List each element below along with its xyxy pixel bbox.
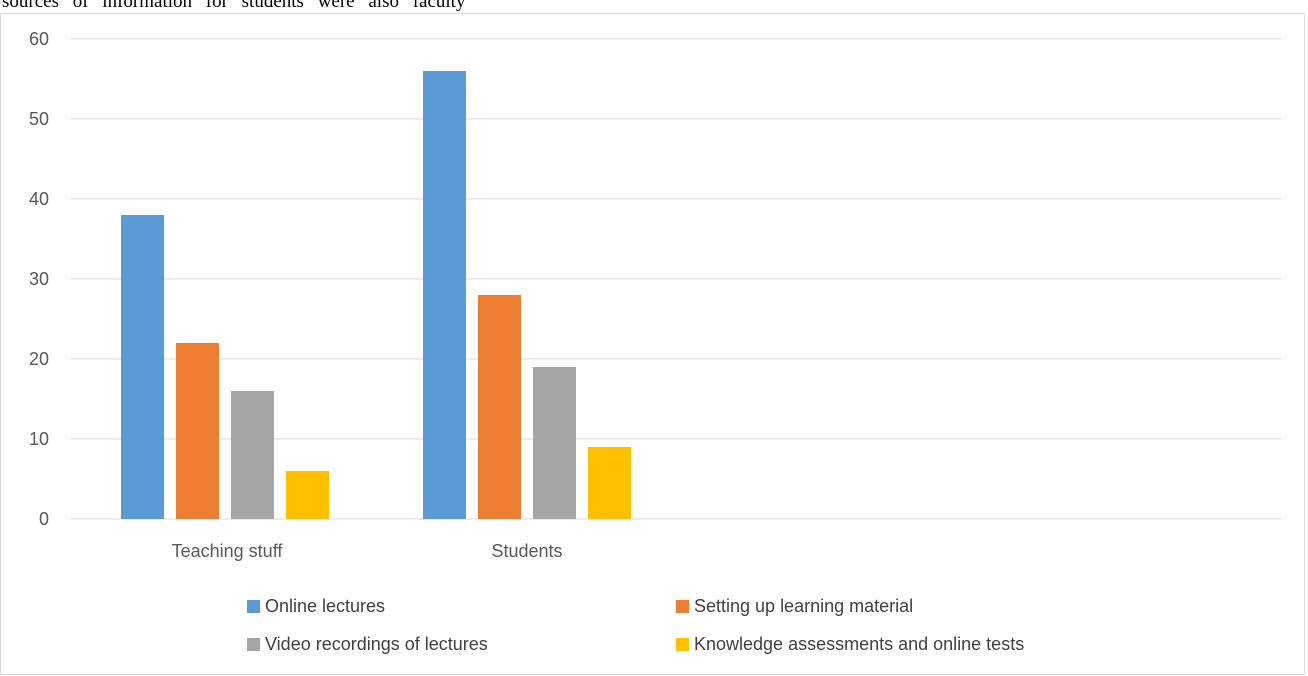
bar-knowledge-assessments-and-online-tests-students bbox=[588, 447, 631, 519]
legend-swatch bbox=[676, 600, 689, 613]
legend-swatch bbox=[247, 638, 260, 651]
x-tick-label: Students bbox=[491, 541, 562, 561]
chart-frame: 0 10 20 30 40 50 60 Teaching stuff Students Onl… bbox=[0, 13, 1305, 675]
bar-chart: 0 10 20 30 40 50 60 Teaching stuff Students Onl… bbox=[29, 29, 1281, 654]
legend-label: Online lectures bbox=[265, 596, 385, 616]
y-tick-label: 10 bbox=[29, 429, 49, 449]
bar-video-recordings-of-lectures-teaching-stuff bbox=[231, 391, 274, 519]
bar-setting-up-learning-material-students bbox=[478, 295, 521, 519]
bar-knowledge-assessments-and-online-tests-teaching-stuff bbox=[286, 471, 329, 519]
bar-online-lectures-students bbox=[423, 71, 466, 519]
x-tick-label: Teaching stuff bbox=[172, 541, 284, 561]
y-tick-label: 40 bbox=[29, 189, 49, 209]
legend-label: Knowledge assessments and online tests bbox=[694, 634, 1024, 654]
legend-swatch bbox=[676, 638, 689, 651]
y-tick-label: 60 bbox=[29, 29, 49, 49]
context-text: sources of information for students were… bbox=[2, 0, 466, 12]
legend: Online lectures Setting up learning mater… bbox=[247, 596, 1024, 654]
bar-online-lectures-teaching-stuff bbox=[121, 215, 164, 519]
bar-video-recordings-of-lectures-students bbox=[533, 367, 576, 519]
y-tick-label: 20 bbox=[29, 349, 49, 369]
y-tick-label: 0 bbox=[39, 509, 49, 529]
legend-label: Video recordings of lectures bbox=[265, 634, 488, 654]
bar-setting-up-learning-material-teaching-stuff bbox=[176, 343, 219, 519]
legend-swatch bbox=[247, 600, 260, 613]
y-axis-ticks: 0 10 20 30 40 50 60 bbox=[29, 29, 49, 529]
y-tick-label: 50 bbox=[29, 109, 49, 129]
y-tick-label: 30 bbox=[29, 269, 49, 289]
legend-label: Setting up learning material bbox=[694, 596, 913, 616]
x-axis-ticks: Teaching stuff Students bbox=[172, 541, 563, 561]
bars bbox=[121, 71, 631, 519]
